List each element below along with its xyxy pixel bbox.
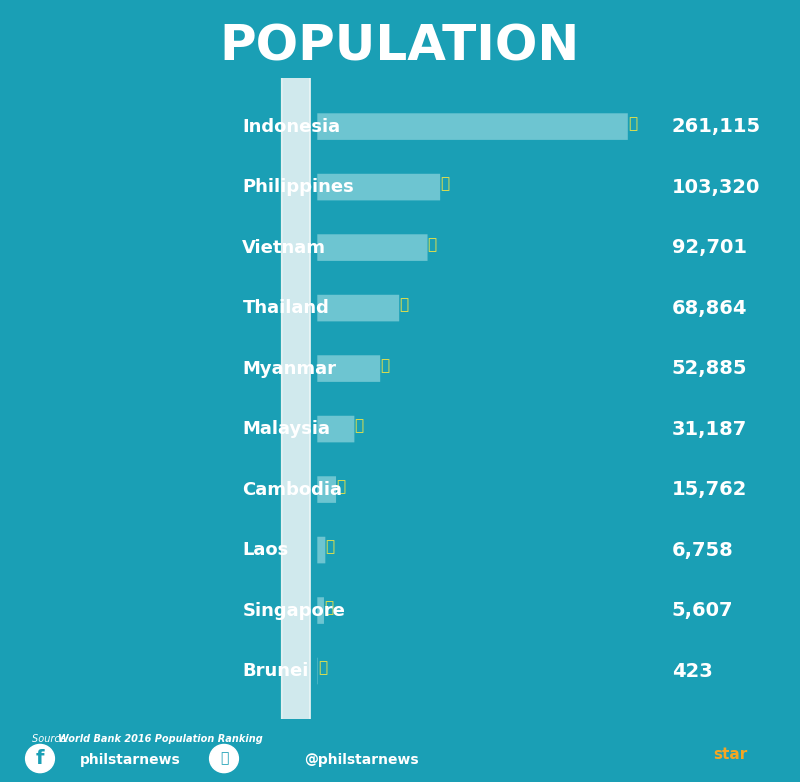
Text: 🚶: 🚶 — [354, 418, 364, 433]
Text: 🚶: 🚶 — [324, 600, 334, 615]
FancyBboxPatch shape — [318, 174, 440, 200]
Text: Philippines: Philippines — [242, 178, 354, 196]
Text: 68,864: 68,864 — [672, 299, 747, 317]
FancyBboxPatch shape — [318, 235, 427, 261]
Text: Myanmar: Myanmar — [242, 360, 336, 378]
Text: 🚶: 🚶 — [326, 540, 334, 554]
Text: 🚶: 🚶 — [380, 358, 390, 373]
FancyBboxPatch shape — [318, 113, 628, 140]
Text: 6,758: 6,758 — [672, 540, 734, 560]
Text: 🚶: 🚶 — [399, 298, 409, 313]
Text: 31,187: 31,187 — [672, 420, 747, 439]
Circle shape — [282, 0, 310, 782]
Text: 🐦: 🐦 — [220, 752, 228, 766]
Circle shape — [282, 0, 310, 782]
Text: Indonesia: Indonesia — [242, 117, 341, 135]
Text: Cambodia: Cambodia — [242, 481, 342, 499]
Text: f: f — [36, 749, 44, 768]
Text: 261,115: 261,115 — [672, 117, 761, 136]
FancyBboxPatch shape — [318, 476, 336, 503]
Text: GLOBAL: GLOBAL — [705, 766, 735, 773]
Text: 🚶: 🚶 — [336, 479, 346, 494]
Circle shape — [282, 0, 310, 782]
Circle shape — [282, 0, 310, 782]
Text: 🚶: 🚶 — [440, 177, 450, 192]
Text: 15,762: 15,762 — [672, 480, 747, 499]
Text: 🚶: 🚶 — [318, 661, 327, 676]
Text: Malaysia: Malaysia — [242, 420, 330, 438]
Text: philstarnews: philstarnews — [80, 753, 181, 767]
Text: Thailand: Thailand — [242, 299, 330, 317]
FancyBboxPatch shape — [318, 355, 380, 382]
Text: Laos: Laos — [242, 541, 289, 559]
Circle shape — [282, 0, 310, 782]
Circle shape — [282, 0, 310, 782]
FancyBboxPatch shape — [318, 597, 324, 624]
Text: 5,607: 5,607 — [672, 601, 733, 620]
Circle shape — [210, 744, 238, 773]
Text: Source:: Source: — [32, 734, 72, 744]
Circle shape — [26, 744, 54, 773]
FancyBboxPatch shape — [318, 536, 326, 563]
Text: 92,701: 92,701 — [672, 238, 746, 257]
FancyBboxPatch shape — [318, 416, 354, 443]
Text: @philstarnews: @philstarnews — [304, 753, 418, 767]
Text: Brunei: Brunei — [242, 662, 309, 680]
FancyBboxPatch shape — [318, 295, 399, 321]
Text: Vietnam: Vietnam — [242, 239, 326, 256]
Circle shape — [282, 0, 310, 782]
Text: Singapore: Singapore — [242, 601, 346, 619]
Circle shape — [282, 0, 310, 782]
Text: 103,320: 103,320 — [672, 178, 760, 196]
Text: 52,885: 52,885 — [672, 359, 747, 378]
Text: 🚶: 🚶 — [428, 237, 437, 252]
Text: 🚶: 🚶 — [628, 116, 637, 131]
Text: phil: phil — [673, 747, 705, 762]
Circle shape — [282, 0, 310, 782]
Circle shape — [282, 0, 310, 782]
Text: 423: 423 — [672, 662, 713, 680]
Text: World Bank 2016 Population Ranking: World Bank 2016 Population Ranking — [58, 734, 263, 744]
Text: POPULATION: POPULATION — [220, 23, 580, 71]
Text: star: star — [714, 747, 747, 762]
